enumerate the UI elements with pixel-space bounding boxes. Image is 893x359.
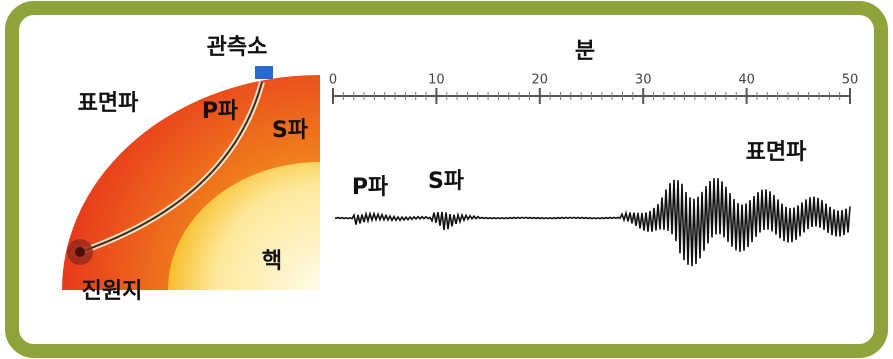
tick-label: 30 [635, 73, 652, 88]
focus-center [75, 247, 85, 257]
figure: 관측소 표면파 P파 S파 핵 진원지 분 01020304050 P파 S파 … [0, 0, 893, 359]
s-arrival-label: S파 [428, 169, 465, 194]
station-label: 관측소 [207, 35, 268, 60]
station-mark [255, 66, 273, 79]
tick-label: 0 [329, 73, 337, 88]
surface-wave-label: 표면파 [78, 91, 139, 116]
p-arrival-label: P파 [352, 175, 389, 200]
tick-label: 40 [738, 73, 755, 88]
tick-label: 20 [532, 73, 549, 88]
surface-arrival-label: 표면파 [746, 140, 807, 165]
p-wave-label: P파 [202, 99, 239, 124]
core-label: 핵 [262, 249, 282, 274]
tick-label: 50 [842, 73, 859, 88]
tick-label: 10 [428, 73, 445, 88]
focus-label: 진원지 [82, 279, 143, 304]
axis-label: 분 [575, 39, 595, 64]
s-wave-label: S파 [272, 118, 309, 143]
